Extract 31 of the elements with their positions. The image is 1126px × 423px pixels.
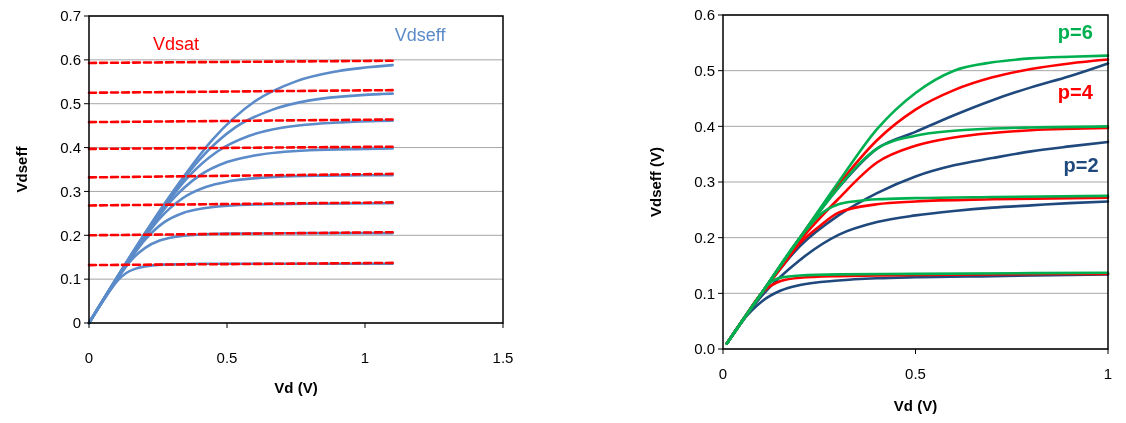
- text: Vdseff: [394, 24, 447, 45]
- text: Vdsat: [152, 33, 199, 54]
- x-axis-title: Vd (V): [893, 397, 938, 414]
- y-axis-title: Vdseff: [13, 145, 30, 193]
- y-tick-label: 0.1: [60, 270, 81, 288]
- x-tick-label: 1: [1103, 365, 1113, 382]
- x-tick-label: 0.5: [905, 365, 926, 382]
- y-tick-label: 0.4: [60, 138, 81, 156]
- x-tick-label: 0.5: [216, 349, 238, 366]
- y-tick-label: 0.6: [60, 51, 81, 69]
- y-tick-label: 0.0: [694, 340, 715, 358]
- y-tick-label: 0.3: [694, 173, 715, 191]
- series-label: p=4: [1057, 80, 1094, 103]
- series-label: p=6: [1057, 20, 1093, 43]
- x-axis-title: Vd (V): [274, 379, 318, 396]
- x-tick-label: 0: [84, 349, 94, 366]
- y-tick-label: 0.2: [60, 226, 81, 244]
- x-tick-label: 0: [718, 365, 728, 382]
- x-tick-label: 1.5: [492, 349, 514, 366]
- y-tick-label: 0.5: [60, 94, 81, 112]
- x-tick-label: 1: [360, 349, 370, 366]
- y-tick-label: 0.6: [694, 6, 715, 24]
- y-tick-label: 0.4: [694, 117, 715, 135]
- y-tick-label: 0.7: [60, 7, 81, 25]
- y-tick-label: 0: [72, 314, 81, 332]
- y-axis-title: Vdseff (V): [647, 146, 664, 218]
- y-tick-label: 0.5: [694, 61, 715, 79]
- y-tick-label: 0.1: [694, 284, 715, 302]
- y-tick-label: 0.2: [694, 228, 715, 246]
- y-tick-label: 0.3: [60, 182, 81, 200]
- series-label: p=2: [1063, 154, 1099, 177]
